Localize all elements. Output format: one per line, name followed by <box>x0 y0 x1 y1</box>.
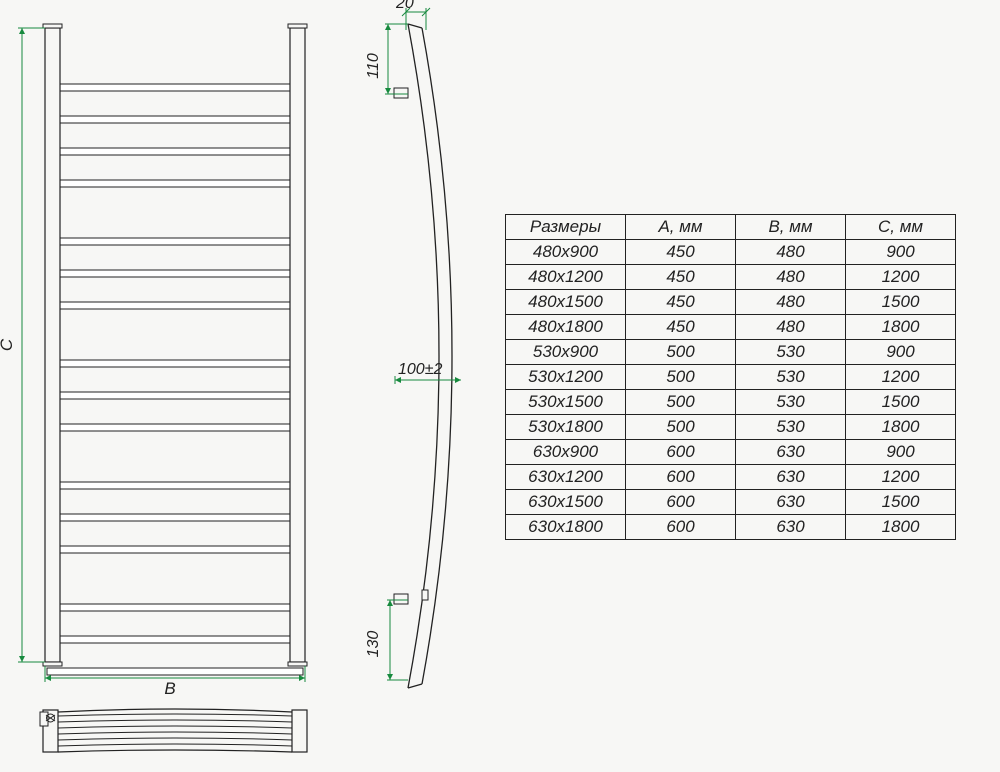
svg-text:110: 110 <box>365 53 382 79</box>
table-cell: 480 <box>736 265 846 290</box>
table-row: 630x900600630900 <box>506 440 956 465</box>
table-cell: 500 <box>626 415 736 440</box>
table-row: 530x900500530900 <box>506 340 956 365</box>
table-cell: 480x1800 <box>506 315 626 340</box>
table-cell: 1800 <box>846 415 956 440</box>
table-cell: 1500 <box>846 390 956 415</box>
svg-text:B: B <box>164 679 175 698</box>
table-row: 480x15004504801500 <box>506 290 956 315</box>
table-cell: 480 <box>736 240 846 265</box>
table-cell: 600 <box>626 515 736 540</box>
table-cell: 450 <box>626 315 736 340</box>
table-row: 480x12004504801200 <box>506 265 956 290</box>
table-cell: 480 <box>736 290 846 315</box>
table-cell: 600 <box>626 440 736 465</box>
table-cell: 630x1500 <box>506 490 626 515</box>
table-header: B, мм <box>736 215 846 240</box>
table-cell: 500 <box>626 390 736 415</box>
dimensions-table: РазмерыA, ммB, ммC, мм480x90045048090048… <box>505 214 956 540</box>
table-cell: 630 <box>736 465 846 490</box>
table-cell: 900 <box>846 240 956 265</box>
table-cell: 530x1800 <box>506 415 626 440</box>
table-cell: 530 <box>736 340 846 365</box>
table-cell: 600 <box>626 465 736 490</box>
table-cell: 1800 <box>846 315 956 340</box>
table-cell: 630x1200 <box>506 465 626 490</box>
table-cell: 500 <box>626 365 736 390</box>
table-cell: 630x900 <box>506 440 626 465</box>
table-header: A, мм <box>626 215 736 240</box>
table-cell: 900 <box>846 340 956 365</box>
table-cell: 1200 <box>846 365 956 390</box>
table-cell: 630 <box>736 490 846 515</box>
table-cell: 1500 <box>846 290 956 315</box>
table-cell: 450 <box>626 240 736 265</box>
table-cell: 1500 <box>846 490 956 515</box>
table-cell: 900 <box>846 440 956 465</box>
table-row: 630x12006006301200 <box>506 465 956 490</box>
table-cell: 480x1500 <box>506 290 626 315</box>
table-cell: 450 <box>626 265 736 290</box>
table-cell: 530 <box>736 415 846 440</box>
table-cell: 600 <box>626 490 736 515</box>
table-row: 630x18006006301800 <box>506 515 956 540</box>
svg-text:20: 20 <box>395 0 414 12</box>
table-cell: 530 <box>736 365 846 390</box>
table-cell: 450 <box>626 290 736 315</box>
table-cell: 530x1500 <box>506 390 626 415</box>
table-cell: 1800 <box>846 515 956 540</box>
table-row: 480x900450480900 <box>506 240 956 265</box>
table-cell: 530x1200 <box>506 365 626 390</box>
table-header: C, мм <box>846 215 956 240</box>
svg-text:C: C <box>0 338 16 351</box>
table-cell: 480x900 <box>506 240 626 265</box>
table-row: 630x15006006301500 <box>506 490 956 515</box>
table-cell: 530 <box>736 390 846 415</box>
table-header: Размеры <box>506 215 626 240</box>
svg-text:100±2: 100±2 <box>398 361 442 378</box>
table-cell: 630x1800 <box>506 515 626 540</box>
table-cell: 630 <box>736 440 846 465</box>
table-cell: 530x900 <box>506 340 626 365</box>
table-cell: 480 <box>736 315 846 340</box>
table-row: 480x18004504801800 <box>506 315 956 340</box>
table-cell: 1200 <box>846 265 956 290</box>
table-cell: 500 <box>626 340 736 365</box>
stage: CB20110100±2130 РазмерыA, ммB, ммC, мм48… <box>0 0 1000 772</box>
table-row: 530x12005005301200 <box>506 365 956 390</box>
table-row: 530x15005005301500 <box>506 390 956 415</box>
table-row: 530x18005005301800 <box>506 415 956 440</box>
table-cell: 630 <box>736 515 846 540</box>
table-cell: 1200 <box>846 465 956 490</box>
svg-text:130: 130 <box>365 631 382 658</box>
table-cell: 480x1200 <box>506 265 626 290</box>
